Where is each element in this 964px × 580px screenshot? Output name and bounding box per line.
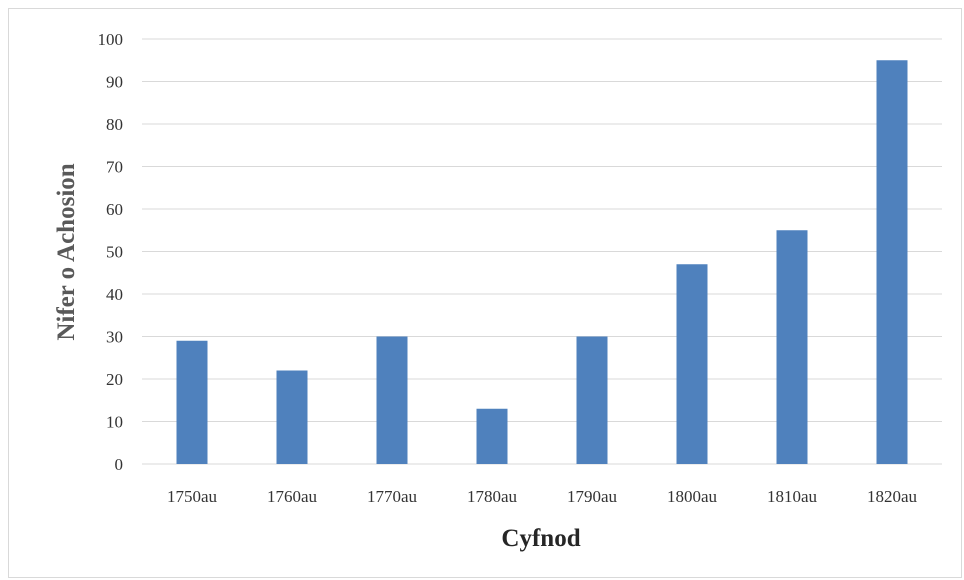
bars bbox=[177, 60, 908, 464]
y-axis-tick-labels: 0 10 20 30 40 50 60 70 80 90 100 bbox=[98, 30, 124, 474]
x-tick-label: 1760au bbox=[267, 487, 318, 506]
x-tick-label: 1780au bbox=[467, 487, 518, 506]
y-tick-label: 10 bbox=[106, 413, 123, 432]
x-tick-label: 1750au bbox=[167, 487, 218, 506]
y-tick-label: 60 bbox=[106, 200, 123, 219]
x-axis-title: Cyfnod bbox=[501, 525, 580, 552]
x-tick-label: 1770au bbox=[367, 487, 418, 506]
y-tick-label: 40 bbox=[106, 285, 123, 304]
bar-1750au bbox=[177, 341, 208, 464]
bar-1820au bbox=[877, 60, 908, 464]
x-axis-tick-labels: 1750au 1760au 1770au 1780au 1790au 1800au 1810… bbox=[167, 487, 918, 506]
y-tick-label: 70 bbox=[106, 158, 123, 177]
x-tick-label: 1820au bbox=[867, 487, 918, 506]
bar-1780au bbox=[477, 409, 508, 464]
y-tick-label: 50 bbox=[106, 243, 123, 262]
y-tick-label: 100 bbox=[98, 30, 124, 49]
y-tick-label: 90 bbox=[106, 73, 123, 92]
bar-1770au bbox=[377, 337, 408, 465]
bar-1760au bbox=[277, 371, 308, 465]
bar-1800au bbox=[677, 264, 708, 464]
y-tick-label: 30 bbox=[106, 328, 123, 347]
x-tick-label: 1810au bbox=[767, 487, 818, 506]
y-tick-label: 20 bbox=[106, 370, 123, 389]
bar-1810au bbox=[777, 230, 808, 464]
x-tick-label: 1800au bbox=[667, 487, 718, 506]
x-tick-label: 1790au bbox=[567, 487, 618, 506]
gridlines bbox=[142, 39, 942, 464]
y-tick-label: 80 bbox=[106, 115, 123, 134]
y-axis-title: Nifer o Achosion bbox=[53, 163, 80, 340]
bar-1790au bbox=[577, 337, 608, 465]
y-tick-label: 0 bbox=[115, 455, 124, 474]
